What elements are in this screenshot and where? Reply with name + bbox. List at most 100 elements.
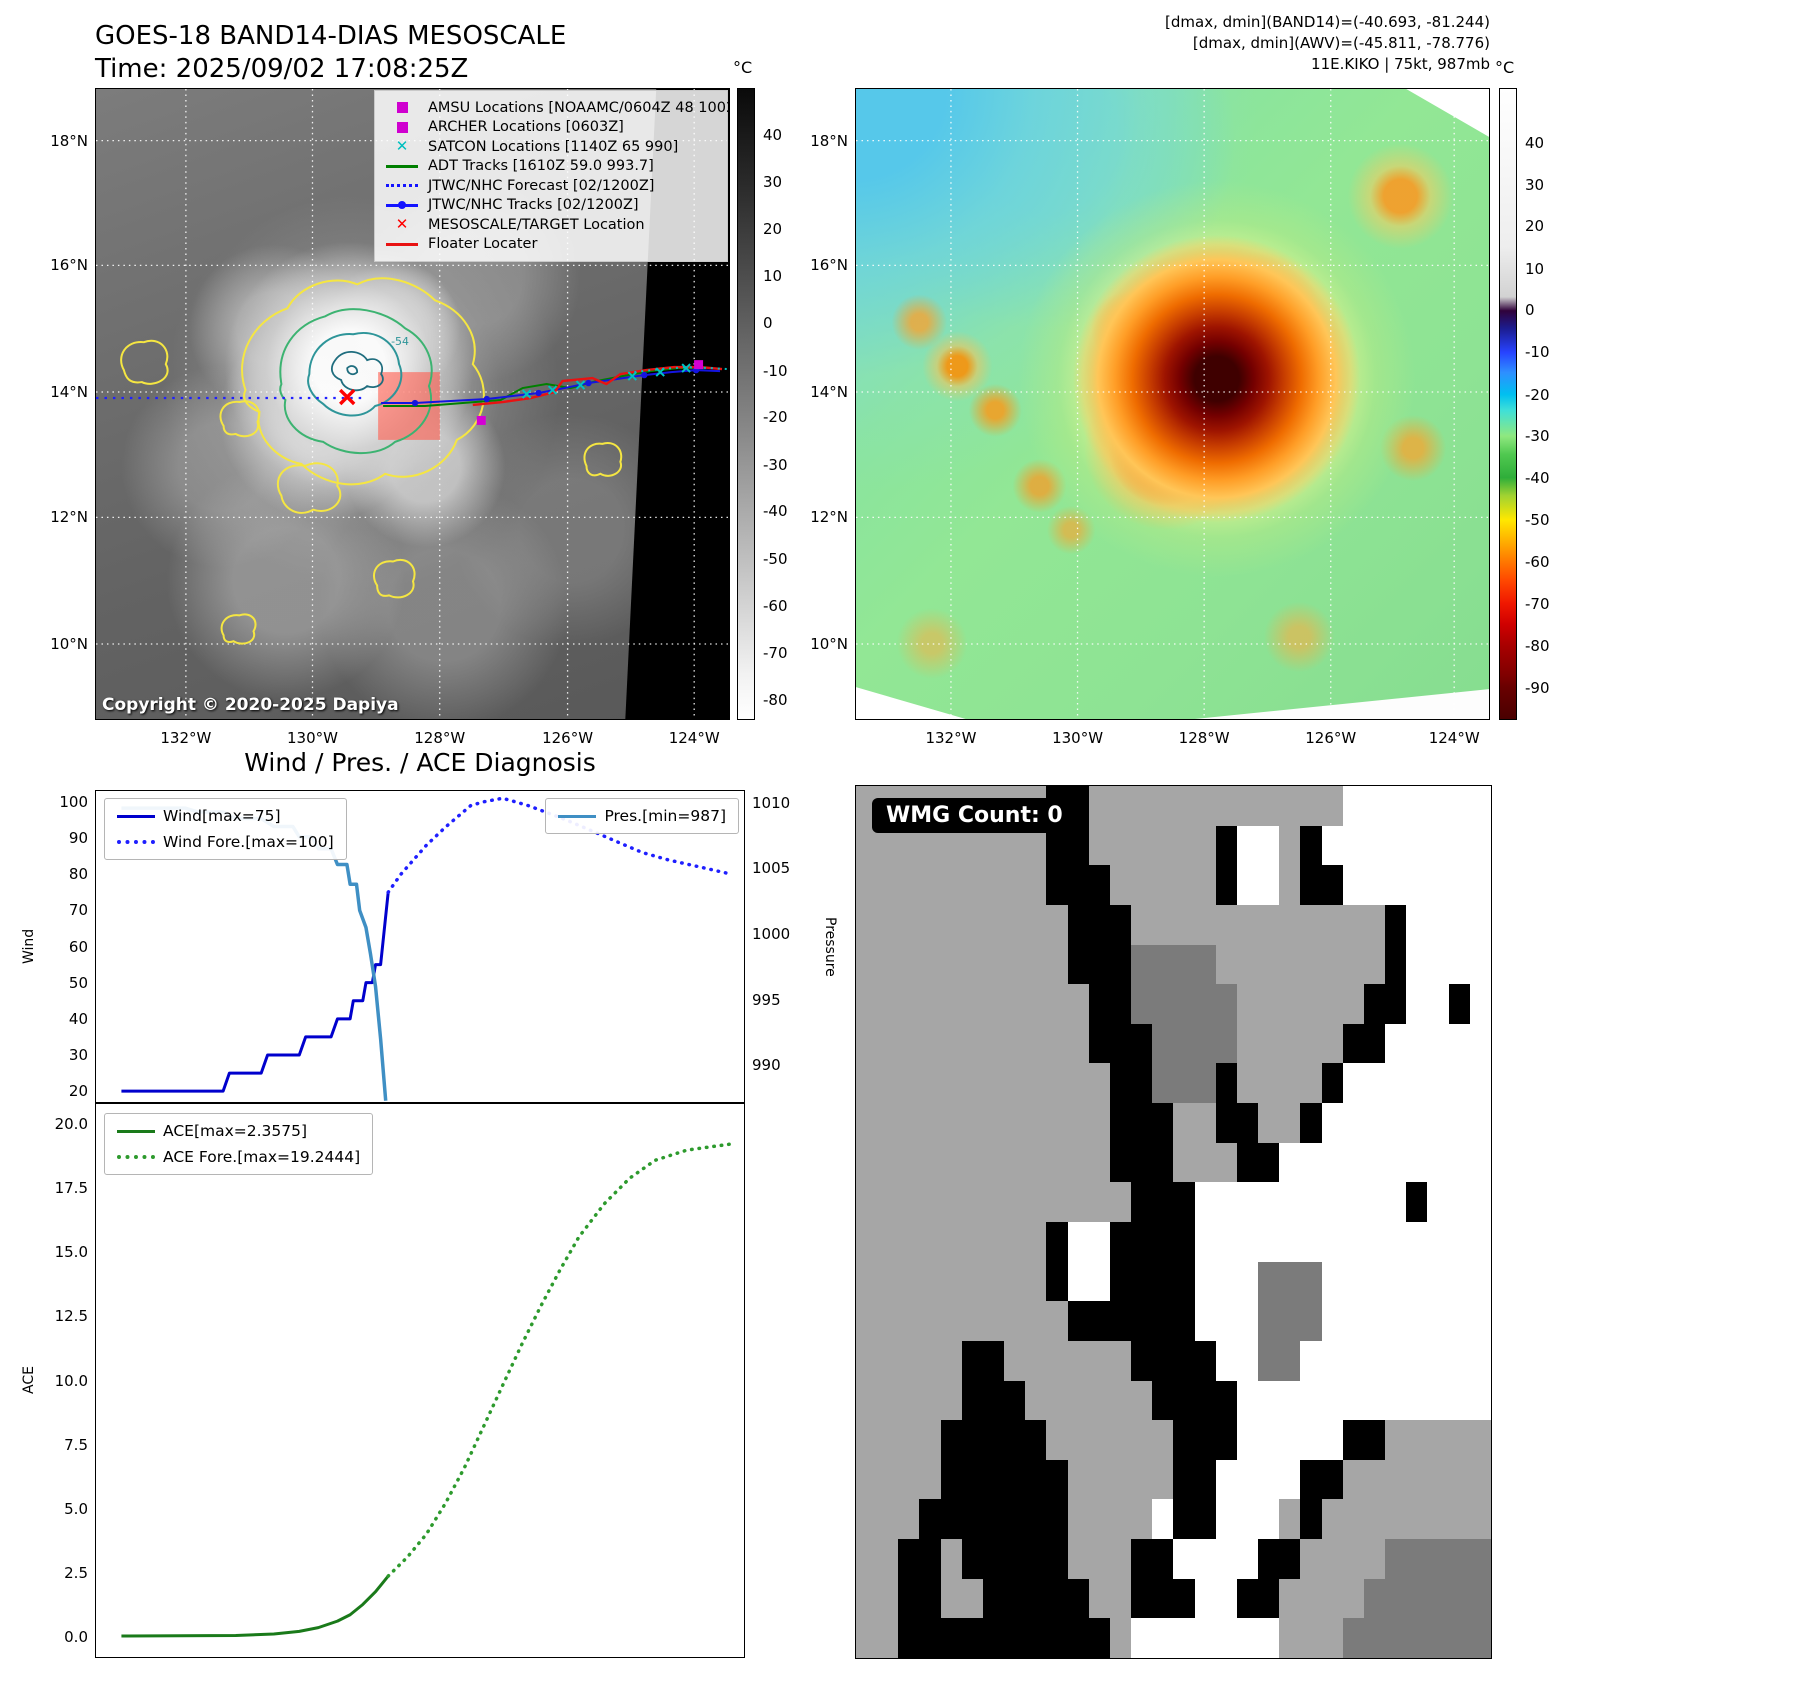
lat-tick-label: 12°N: [50, 508, 88, 527]
wmg-cell: [1236, 786, 1259, 826]
wmg-cell: [961, 1103, 983, 1143]
wmg-cell: [1131, 1222, 1153, 1262]
wmg-cell: [1385, 1380, 1407, 1421]
wmg-cell: [1025, 1182, 1047, 1222]
square-marker-icon: [384, 102, 420, 114]
wmg-cell: [940, 984, 962, 1024]
line-dot-glyph: [386, 201, 418, 210]
colorbar-gradient: [737, 88, 755, 720]
wmg-cell: [1004, 1023, 1026, 1064]
wmg-cell: [1258, 825, 1280, 866]
satcon-x-markers: [521, 363, 691, 399]
wmg-cell: [877, 1380, 899, 1421]
wmg-cell: [1363, 1222, 1386, 1262]
wmg-cell: [1004, 1103, 1026, 1143]
wmg-cell: [1004, 1222, 1026, 1262]
wmg-cell: [982, 1499, 1005, 1540]
track-markers: [339, 360, 704, 425]
wmg-cell: [1109, 1261, 1132, 1302]
wmg-cell: [898, 1261, 920, 1302]
colorbar-unit-label: °C: [733, 58, 753, 77]
wmg-cell: [919, 1618, 941, 1658]
wmg-cell: [940, 1301, 962, 1341]
wmg-cell: [1300, 825, 1322, 866]
wmg-cell: [919, 984, 941, 1024]
x-marker-icon: ✕: [395, 215, 409, 234]
wmg-cell: [1004, 1459, 1026, 1500]
wmg-cell: [1067, 1499, 1089, 1540]
linedot-marker-icon: [384, 201, 420, 210]
lat-tick-label: 14°N: [810, 383, 848, 402]
wmg-cell: [1215, 1539, 1237, 1579]
wmg-cell: [1385, 1063, 1407, 1104]
wmg-cell: [1152, 1420, 1174, 1460]
wmg-cell: [1385, 1182, 1407, 1222]
colorbar-tick-label: -60: [1525, 553, 1550, 571]
wmg-cell: [1385, 1459, 1407, 1500]
wmg-cell: [1258, 944, 1280, 985]
wmg-cell: [1025, 825, 1047, 866]
panel1-title-block: GOES-18 BAND14-DIAS MESOSCALE Time: 2025…: [95, 20, 566, 86]
lat-tick-label: 10°N: [810, 635, 848, 654]
ace-plot-area: [121, 1142, 734, 1638]
axis-tick-label: 5.0: [64, 1499, 88, 1518]
wmg-cell: [940, 1340, 962, 1381]
wmg-cell: [1131, 865, 1153, 905]
wmg-cell: [1025, 1340, 1047, 1381]
cloud-temperature-contours: [120, 277, 623, 645]
wmg-cell: [1321, 1182, 1343, 1222]
wmg-cell: [1046, 1499, 1068, 1540]
ace-axis-ticks: 20.0 17.5 15.0 12.5 10.0 7.5 5.0 2.5 0.0: [24, 1104, 88, 1657]
wmg-cell: [1469, 865, 1491, 905]
wmg-cell: [1152, 1023, 1174, 1064]
wmg-cell: [1448, 904, 1470, 945]
wmg-cell: [1025, 1618, 1047, 1658]
wmg-cell: [1215, 1142, 1237, 1183]
wmg-cell: [898, 1182, 920, 1222]
wmg-cell: [898, 1459, 920, 1500]
wmg-cell: [940, 944, 962, 985]
wmg-cell: [1385, 786, 1407, 826]
colorbar-tick-label: 40: [1525, 133, 1545, 152]
wmg-cell: [1300, 1618, 1322, 1658]
wmg-cell: [1173, 1261, 1195, 1302]
wmg-cell: [1236, 1301, 1259, 1341]
wmg-cell: [877, 984, 899, 1024]
wmg-cell: [961, 1340, 983, 1381]
enhanced-cloud-field-image: [856, 89, 1489, 719]
wmg-cell: [1025, 1261, 1047, 1302]
axis-tick-label: 1005: [752, 859, 791, 878]
wmg-cell: [1025, 1459, 1047, 1500]
wmg-cell: [1258, 1182, 1280, 1222]
wmg-cell: [1279, 786, 1301, 826]
wmg-cell: [1469, 1023, 1491, 1064]
wmg-cell: [1067, 1459, 1089, 1500]
wmg-cell: [1469, 1539, 1491, 1579]
wmg-cell: [1215, 786, 1237, 826]
wmg-cell: [1258, 1578, 1280, 1619]
legend-label: Wind Fore.[max=100]: [163, 833, 334, 851]
wmg-cell: [1385, 865, 1407, 905]
wmg-cell: [856, 1103, 878, 1143]
contour-label: -54: [391, 335, 409, 348]
wmg-cell: [1004, 1301, 1026, 1341]
wmg-cell: [1385, 944, 1407, 985]
wmg-cell: [898, 1499, 920, 1540]
axis-tick-label: 70: [68, 901, 88, 920]
wmg-cell: [1194, 1578, 1216, 1619]
wmg-cell: [1363, 1142, 1386, 1183]
wmg-cell: [1427, 1420, 1449, 1460]
wmg-cell: [1427, 825, 1449, 866]
wmg-cell: [1342, 1420, 1364, 1460]
wmg-cell: [1279, 1301, 1301, 1341]
wmg-cell: [1131, 1182, 1153, 1222]
wmg-cell: [1046, 1103, 1068, 1143]
wmg-cell: [1173, 1023, 1195, 1064]
wmg-cell: [1258, 984, 1280, 1024]
wmg-cell: [1406, 1222, 1428, 1262]
wmg-cell: [1236, 865, 1259, 905]
wmg-cell: [856, 1142, 878, 1183]
wmg-cell: [1469, 1420, 1491, 1460]
wmg-cell: [919, 1063, 941, 1104]
wmg-cell: [1385, 825, 1407, 866]
